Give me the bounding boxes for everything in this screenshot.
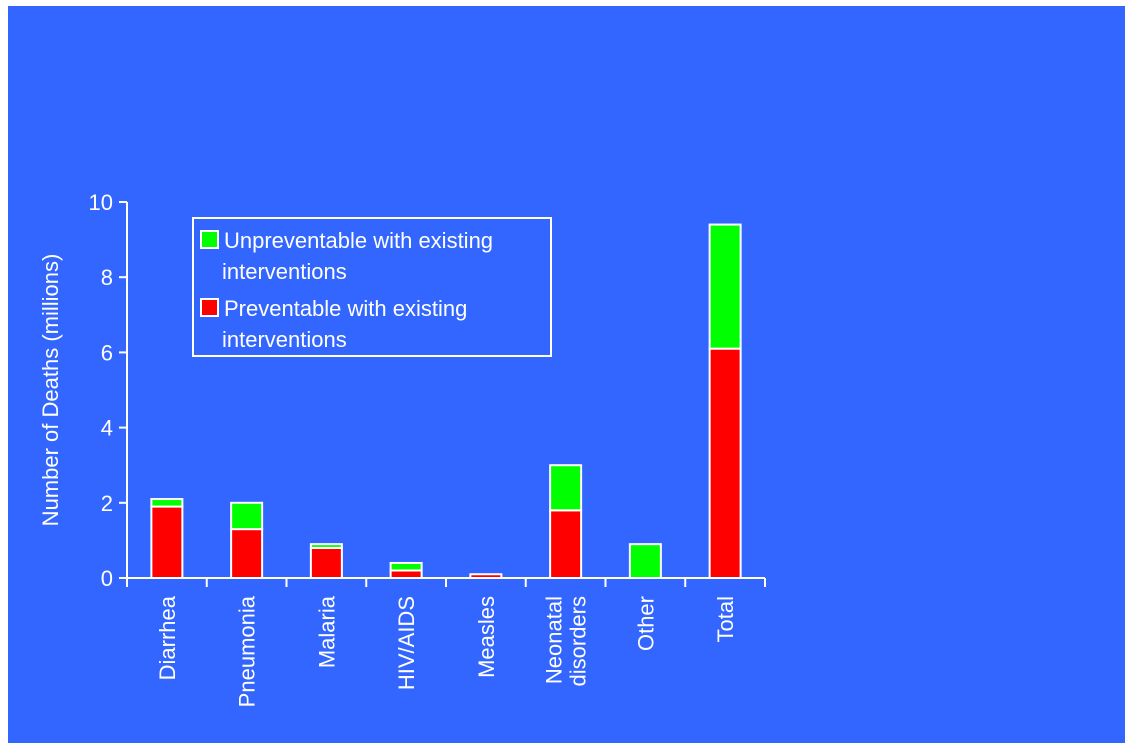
x-tick-label-malaria: Malaria — [314, 595, 339, 668]
bar-pneumonia-unpreventable-with-existing-interventions — [230, 501, 264, 531]
bars-layer — [150, 223, 742, 580]
legend: Unpreventable with existing interventions… — [192, 217, 552, 357]
legend-box — [192, 217, 552, 357]
legend-swatch-preventable-with-existing-interventions — [200, 298, 219, 317]
bar-hiv-aids-unpreventable-with-existing-interventions — [389, 561, 423, 572]
bar-malaria-preventable-with-existing-interventions — [309, 546, 343, 579]
bar-total-unpreventable-with-existing-interventions — [708, 223, 742, 350]
legend-label-unpreventable-with-existing-interventions: Unpreventable with existing — [224, 228, 493, 253]
legend-label-preventable-with-existing-interventions: interventions — [222, 327, 347, 352]
legend-label-unpreventable-with-existing-interventions: interventions — [222, 259, 347, 284]
bar-diarrhea-preventable-with-existing-interventions — [150, 505, 184, 579]
x-tick-label-hiv-aids: HIV/AIDS — [394, 596, 419, 690]
bar-other-unpreventable-with-existing-interventions — [628, 543, 662, 579]
y-tick-label: 6 — [101, 340, 113, 365]
y-tick-label: 2 — [101, 491, 113, 516]
bar-total-preventable-with-existing-interventions — [708, 347, 742, 580]
bar-malaria-unpreventable-with-existing-interventions — [309, 543, 343, 549]
axes-layer: 0 2 4 6 8 10 Diarrhea Pneumonia Malaria HIV/AIDS M… — [38, 190, 766, 707]
legend-label-preventable-with-existing-interventions: Preventable with existing — [224, 296, 467, 321]
bar-neonatal-disorders-preventable-with-existing-interventions — [549, 509, 583, 580]
legend-swatch-unpreventable-with-existing-interventions — [200, 230, 219, 249]
y-tick-label: 0 — [101, 566, 113, 591]
bar-diarrhea-unpreventable-with-existing-interventions — [150, 498, 184, 508]
x-tick-label-measles: Measles — [474, 596, 499, 678]
y-tick-label: 10 — [89, 190, 113, 215]
y-tick-label: 4 — [101, 416, 113, 441]
x-tick-label-diarrhea: Diarrhea — [155, 595, 180, 680]
bar-pneumonia-preventable-with-existing-interventions — [230, 528, 264, 579]
x-tick-label-neonatal-disorders: disorders — [566, 596, 591, 686]
bar-hiv-aids-preventable-with-existing-interventions — [389, 569, 423, 579]
bar-neonatal-disorders-unpreventable-with-existing-interventions — [549, 464, 583, 512]
x-tick-label-total: Total — [713, 596, 738, 642]
y-axis-title: Number of Deaths (millions) — [38, 254, 63, 527]
x-tick-label-neonatal-disorders: Neonatal — [542, 596, 567, 684]
x-tick-label-pneumonia: Pneumonia — [235, 595, 260, 707]
y-tick-label: 8 — [101, 265, 113, 290]
chart-background — [8, 6, 1125, 743]
x-tick-label-other: Other — [633, 596, 658, 651]
